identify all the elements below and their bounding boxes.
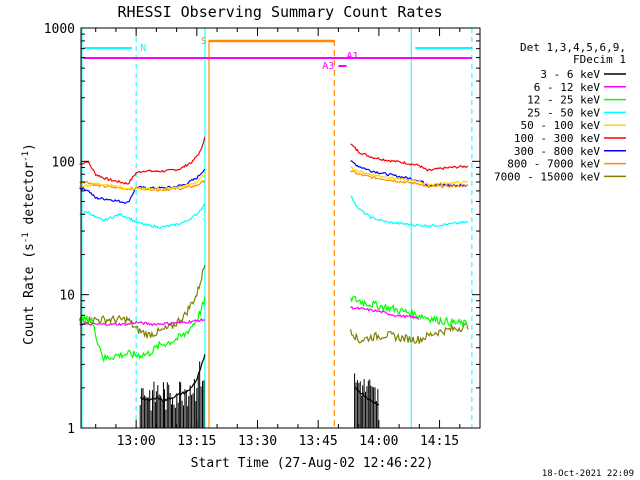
- x-tick-label: 13:15: [177, 434, 216, 449]
- y-tick-label: 10: [59, 289, 75, 304]
- y-axis-label-sup2: -1: [21, 151, 31, 162]
- y-tick-label: 1000: [44, 22, 75, 37]
- night-flag-label: N: [140, 43, 146, 54]
- legend-header-line2: FDecim 1: [573, 53, 626, 66]
- legend-entry-label: 300 - 800 keV: [514, 145, 600, 158]
- attenuator-flag-label: A3: [322, 61, 334, 72]
- legend-entry-label: 100 - 300 keV: [514, 132, 600, 145]
- y-axis-label-part1: Count Rate (s: [22, 243, 37, 345]
- x-tick-label: 13:30: [238, 434, 277, 449]
- x-tick-label: 13:00: [117, 434, 156, 449]
- series-line: [78, 264, 469, 344]
- y-tick-label: 1: [67, 422, 75, 437]
- series-line: [79, 136, 469, 185]
- saa-flag-label: S: [201, 36, 207, 47]
- legend-header-line1: Det 1,3,4,5,6,9,: [520, 41, 626, 54]
- series-line: [78, 295, 469, 364]
- y-axis-label-sup1: -1: [21, 232, 31, 243]
- y-axis-label-part2: detector: [22, 162, 37, 233]
- series-line: [79, 305, 420, 327]
- chart-plot-layer: N S A1 A3 1 10 100 1000 13:00 13:15 13:30 13:45 14:0…: [44, 22, 481, 449]
- legend-entry-label: 800 - 7000 keV: [507, 158, 600, 171]
- series-line: [79, 166, 469, 192]
- x-tick-label: 14:15: [420, 434, 459, 449]
- x-tick-label: 13:45: [299, 434, 338, 449]
- legend-entry-label: 7000 - 15000 keV: [494, 170, 600, 183]
- series-line: [79, 160, 469, 204]
- chart-title: RHESSI Observing Summary Count Rates: [117, 3, 442, 21]
- x-axis-label: Start Time (27-Aug-02 12:46:22): [191, 456, 434, 471]
- attenuator-flag-label: A1: [347, 51, 359, 62]
- legend-entry-label: 6 - 12 keV: [534, 81, 601, 94]
- timestamp: 18-Oct-2021 22:09: [542, 469, 634, 479]
- legend-entry-label: 50 - 100 keV: [521, 119, 601, 132]
- y-axis-label: Count Rate (s-1 detector-1): [21, 143, 37, 345]
- x-tick-label: 14:00: [359, 434, 398, 449]
- legend-entry-label: 12 - 25 keV: [527, 94, 600, 107]
- plot-frame: [80, 27, 481, 429]
- y-axis-label-part3: ): [22, 143, 37, 151]
- series-line: [139, 354, 380, 406]
- y-tick-label: 100: [52, 155, 75, 170]
- legend-entry-label: 25 - 50 keV: [527, 106, 600, 119]
- legend-entry-label: 3 - 6 keV: [540, 68, 600, 81]
- series-line: [79, 195, 469, 229]
